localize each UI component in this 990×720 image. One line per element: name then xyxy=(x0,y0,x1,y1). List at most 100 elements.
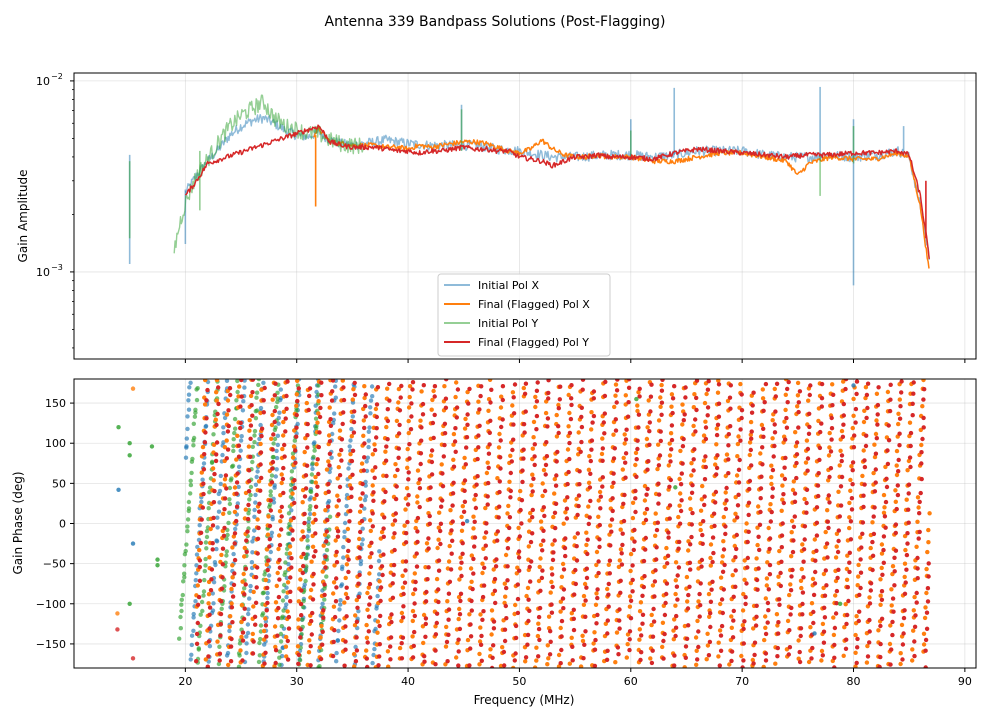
phase-point xyxy=(518,507,523,513)
phase-point xyxy=(416,480,421,486)
phase-point xyxy=(556,652,562,658)
phase-point xyxy=(843,379,849,382)
phase-point xyxy=(580,638,586,644)
phase-point xyxy=(782,476,788,482)
phase-point xyxy=(322,592,327,598)
phase-point xyxy=(318,656,324,662)
phase-point xyxy=(633,488,638,494)
phase-point xyxy=(848,537,854,542)
phase-point xyxy=(776,620,781,625)
phase-point xyxy=(914,600,919,605)
phase-point xyxy=(294,392,299,397)
phase-point xyxy=(292,500,297,506)
phase-point xyxy=(284,406,289,411)
phase-point xyxy=(298,635,303,640)
phase-point xyxy=(796,425,801,430)
phase-point xyxy=(307,507,312,512)
phase-point xyxy=(204,546,209,551)
phase-point xyxy=(763,658,769,663)
phase-point xyxy=(207,555,212,560)
phase-point xyxy=(729,614,734,619)
phase-point xyxy=(253,416,259,421)
phase-point xyxy=(440,484,446,489)
phase-point xyxy=(466,401,471,406)
phase-point xyxy=(491,643,496,648)
phase-point xyxy=(615,645,621,650)
phase-point xyxy=(739,653,744,659)
phase-point xyxy=(553,525,558,531)
phase-point xyxy=(804,438,810,443)
phase-point xyxy=(687,496,693,501)
phase-point xyxy=(766,587,771,592)
phase-point xyxy=(862,408,867,413)
phase-point xyxy=(226,662,231,668)
phase-point xyxy=(432,384,438,389)
phase-point xyxy=(865,405,870,411)
phase-point xyxy=(210,591,215,596)
phase-point xyxy=(247,497,252,502)
phase-point xyxy=(608,523,613,528)
phase-point xyxy=(453,426,458,431)
phase-point xyxy=(860,531,865,536)
phase-point xyxy=(289,482,294,487)
phase-point xyxy=(602,431,607,436)
phase-point xyxy=(919,450,924,455)
phase-point xyxy=(261,590,266,595)
phase-point xyxy=(636,390,641,395)
phase-point xyxy=(245,630,251,636)
phase-point xyxy=(871,514,876,519)
phase-point xyxy=(723,490,728,495)
phase-point xyxy=(339,447,344,453)
phase-point xyxy=(401,591,406,597)
phase-point xyxy=(804,510,809,515)
phase-point xyxy=(191,421,196,426)
phase-point xyxy=(837,514,842,519)
phase-point xyxy=(718,633,724,638)
phase-point xyxy=(246,444,252,449)
phase-point xyxy=(261,380,266,385)
phase-point xyxy=(508,453,513,458)
phase-point xyxy=(806,398,811,403)
phase-point xyxy=(580,379,586,382)
phase-point xyxy=(433,624,438,629)
phase-point xyxy=(712,523,717,529)
phase-point xyxy=(234,457,239,462)
phase-point xyxy=(586,467,592,472)
phase-point xyxy=(284,551,289,556)
phase-point xyxy=(853,406,859,412)
phase-point xyxy=(921,425,926,430)
phase-y-tick-label: −50 xyxy=(43,558,66,571)
phase-point xyxy=(874,391,880,396)
phase-point xyxy=(360,537,365,542)
phase-point xyxy=(238,648,243,653)
phase-point xyxy=(916,536,921,541)
phase-point xyxy=(561,606,566,611)
phase-point xyxy=(792,499,798,504)
phase-point xyxy=(723,531,728,537)
phase-point xyxy=(279,480,284,486)
phase-point xyxy=(446,617,451,622)
phase-point xyxy=(246,507,252,513)
phase-point xyxy=(699,497,704,502)
phase-point xyxy=(281,490,286,496)
phase-point xyxy=(525,585,531,591)
phase-point xyxy=(754,603,759,608)
phase-point xyxy=(267,502,273,507)
phase-point xyxy=(392,531,397,536)
phase-x-tick-label: 20 xyxy=(178,675,192,688)
phase-point xyxy=(647,429,652,434)
phase-point xyxy=(351,419,357,425)
phase-point xyxy=(642,574,647,579)
phase-point xyxy=(864,415,869,421)
phase-point xyxy=(524,593,529,599)
phase-point xyxy=(779,545,784,550)
phase-point xyxy=(323,565,328,570)
phase-point xyxy=(200,477,205,482)
phase-point xyxy=(581,656,586,661)
phase-point xyxy=(211,432,216,437)
phase-point xyxy=(376,558,382,564)
phase-point xyxy=(592,647,598,652)
phase-point xyxy=(300,570,305,576)
phase-point xyxy=(375,593,380,599)
phase-point xyxy=(471,514,476,519)
